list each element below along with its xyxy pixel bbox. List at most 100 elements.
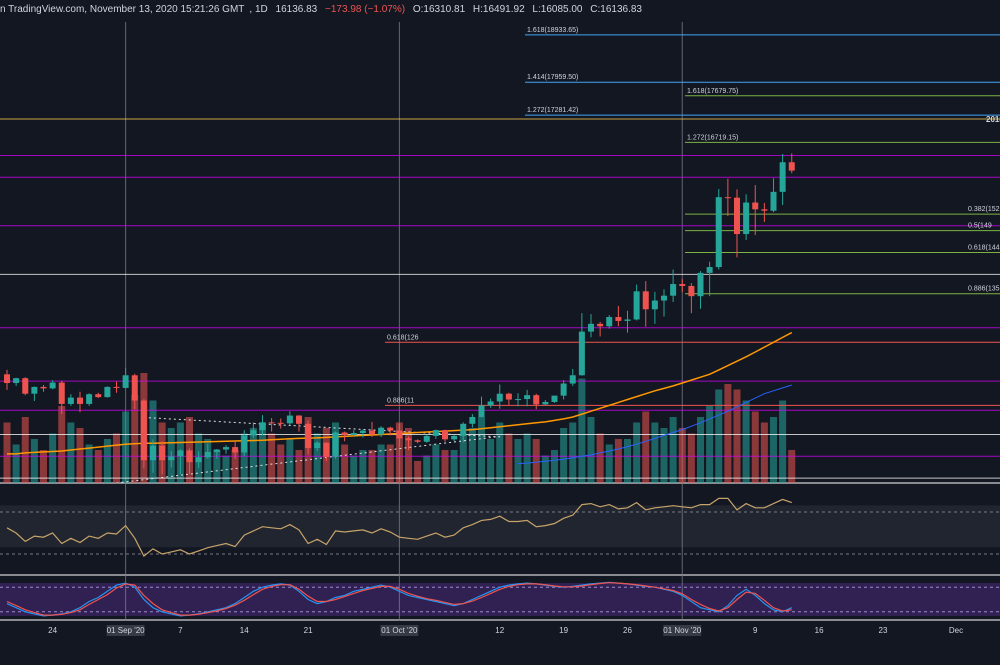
candle-body — [131, 375, 138, 401]
volume-bar — [423, 455, 431, 483]
fib-level-label: 0.886(135 — [968, 286, 1000, 293]
triangle-lower-line — [116, 435, 500, 484]
volume-bar — [788, 450, 796, 483]
candle-body — [414, 440, 421, 442]
candle-body — [533, 395, 540, 405]
candle-body — [159, 445, 166, 461]
volume-bar — [76, 428, 84, 483]
volume-bar — [386, 444, 394, 483]
candle-body — [177, 450, 184, 457]
candle-body — [743, 202, 750, 235]
candle-body — [432, 430, 439, 436]
header-low: L:16085.00 — [532, 4, 583, 15]
x-axis-tick-label: 01 Oct '20 — [381, 626, 418, 635]
candle-body — [624, 319, 631, 321]
volume-bar — [523, 433, 531, 483]
candle-body — [387, 427, 394, 431]
fib-level-label: 1.272(16719.15) — [687, 134, 738, 141]
volume-bar — [715, 389, 723, 483]
fib-level-label: 0.618(144 — [968, 245, 1000, 252]
volume-bar — [58, 406, 66, 483]
fib-level-label: 1.272(17281.42) — [527, 107, 578, 114]
candle-body — [615, 317, 622, 321]
candle-body — [788, 162, 795, 171]
volume-bar — [277, 444, 285, 483]
fib-level-label: 1.414(17959.50) — [527, 74, 578, 81]
candle-body — [661, 295, 667, 301]
candle-body — [232, 447, 239, 453]
volume-bar — [751, 411, 759, 483]
candle-body — [204, 451, 211, 458]
volume-bar — [669, 417, 677, 483]
volume-bar — [368, 450, 376, 483]
candle-body — [350, 433, 357, 435]
x-axis-date-box — [663, 625, 702, 636]
rsi-line — [6, 497, 792, 558]
candle-body — [524, 395, 531, 400]
candle-body — [688, 285, 695, 297]
volume-bar — [651, 422, 659, 483]
volume-bar — [450, 450, 458, 483]
volume-bar — [551, 450, 558, 483]
volume-bar — [268, 433, 276, 483]
volume-bar — [395, 422, 403, 483]
volume-bar — [359, 450, 367, 483]
stoch-d-line — [6, 582, 792, 616]
volume-bar — [532, 439, 540, 483]
volume-bar — [377, 444, 385, 483]
candle-body — [67, 397, 74, 404]
volume-bar — [724, 384, 732, 483]
volume-bar — [478, 417, 485, 483]
candle-body — [460, 423, 467, 436]
x-axis-date-box — [106, 625, 145, 636]
candle-body — [140, 400, 147, 461]
x-axis-tick-label: 21 — [304, 626, 313, 635]
candle-body — [496, 393, 503, 402]
candle-body — [95, 394, 102, 398]
fib-level-label: 1.618(18933.65) — [527, 27, 578, 34]
volume-bar — [240, 433, 248, 483]
volume-bar — [459, 433, 467, 483]
stoch-band-fill — [0, 583, 1000, 616]
candle-body — [670, 284, 677, 296]
volume-bar — [605, 444, 613, 483]
x-axis-tick-label: 9 — [753, 626, 758, 635]
candle-body — [642, 291, 649, 310]
volume-bar — [313, 433, 321, 483]
volume-bar — [414, 461, 422, 483]
candle-body — [651, 300, 658, 310]
candle-body — [679, 284, 686, 286]
x-axis-tick-label: 01 Nov '20 — [663, 626, 702, 635]
header-close: C:16136.83 — [590, 4, 642, 15]
header-high: H:16491.92 — [472, 4, 525, 15]
x-axis-tick-label: 14 — [240, 626, 249, 635]
volume-bar — [432, 444, 440, 483]
candle-body — [31, 386, 38, 394]
header-source: n TradingView.com, November 13, 2020 15:… — [0, 4, 245, 15]
fib-level-label: 0.5(149 — [968, 223, 992, 230]
x-axis-tick-label: 19 — [559, 626, 568, 635]
candle-body — [332, 432, 339, 457]
candle-body — [186, 450, 193, 463]
volume-bar — [122, 411, 130, 483]
fib-level-label: 0.618(126 — [387, 334, 419, 341]
candle-body — [268, 422, 275, 424]
volume-bar — [113, 433, 120, 483]
volume-bar — [569, 422, 577, 483]
candle-body — [734, 197, 740, 235]
volume-bar — [706, 406, 714, 483]
volume-bar — [514, 439, 522, 483]
candle-body — [515, 399, 521, 401]
x-axis-tick-label: 16 — [815, 626, 824, 635]
candle-body — [314, 442, 321, 449]
candle-body — [378, 427, 385, 435]
candle-body — [58, 382, 65, 404]
candle-body — [569, 375, 576, 384]
candle-body — [697, 272, 704, 297]
volume-bar — [441, 450, 449, 483]
candle-body — [277, 422, 284, 424]
fib-level-label: 1.618(17679.75) — [687, 88, 738, 95]
volume-bar — [742, 400, 750, 483]
